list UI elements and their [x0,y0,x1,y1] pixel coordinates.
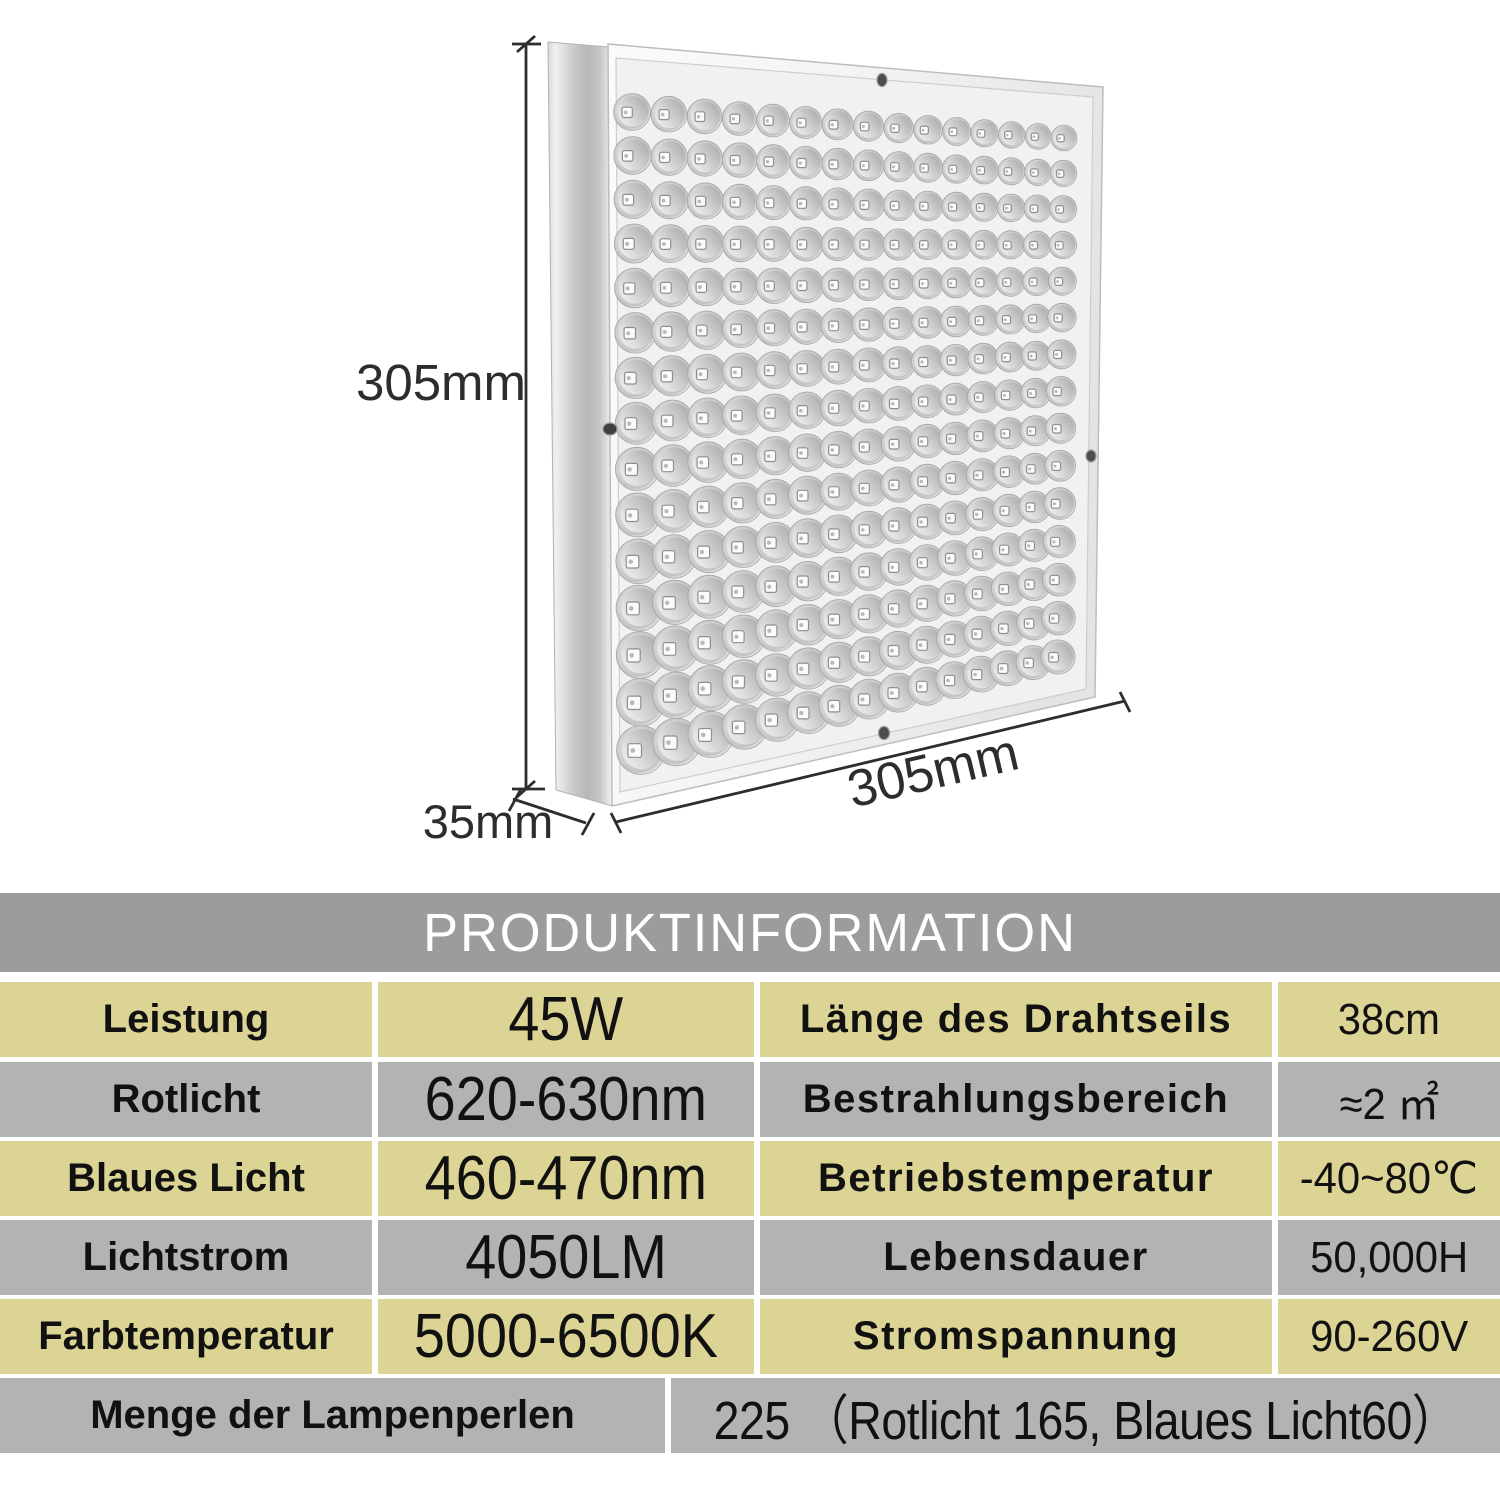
spec-value: ≈2 ㎡ [1278,1062,1500,1137]
screw-holes [602,72,1097,741]
spec-value: 90-260V [1278,1299,1500,1374]
spec-label: Menge der Lampenperlen [0,1378,665,1453]
spec-value: 45W [378,982,754,1057]
height-dimension-line [512,34,545,799]
table-row: Rotlicht 620-630nm Bestrahlungsbereich ≈… [0,1062,1500,1137]
spec-label: Stromspannung [760,1299,1272,1374]
spec-label: Lichtstrom [0,1220,372,1295]
table-title: PRODUKTINFORMATION [423,902,1077,963]
screw-hole-icon [602,422,618,436]
panel-side-face [547,41,613,807]
spec-label: Betriebstemperatur [760,1141,1272,1216]
table-row: Menge der Lampenperlen 225 （Rotlicht 165… [0,1378,1500,1453]
spec-label: Länge des Drahtseils [760,982,1272,1057]
table-row: Blaues Licht 460-470nm Betriebstemperatu… [0,1141,1500,1216]
width-dimension-line [609,691,1132,834]
spec-label: Farbtemperatur [0,1299,372,1374]
spec-value: 38cm [1278,982,1500,1057]
height-dimension-label: 305mm [356,354,526,411]
spec-value: 460-470nm [378,1141,754,1216]
depth-dimension-label: 35mm [423,795,554,848]
screw-hole-icon [876,72,888,88]
spec-label: Rotlicht [0,1062,372,1137]
table-row: Farbtemperatur 5000-6500K Stromspannung … [0,1299,1500,1374]
spec-value: 50,000H [1278,1220,1500,1295]
spec-label: Bestrahlungsbereich [760,1062,1272,1137]
spec-value: 5000-6500K [378,1299,754,1374]
table-row: Leistung 45W Länge des Drahtseils 38cm [0,982,1500,1057]
screw-hole-icon [877,725,891,741]
spec-label: Lebensdauer [760,1220,1272,1295]
table-row: Lichtstrom 4050LM Lebensdauer 50,000H [0,1220,1500,1295]
spec-label: Leistung [0,982,372,1057]
spec-value: -40~80℃ [1278,1141,1500,1216]
led-grid [613,93,1078,775]
table-title-bar: PRODUKTINFORMATION [0,893,1500,972]
screw-hole-icon [1085,449,1097,463]
spec-value: 225 （Rotlicht 165, Blaues Licht60） [671,1378,1500,1453]
product-illustration: 305mm 35mm 305mm [356,34,1132,848]
led-panel [547,41,1104,807]
spec-label: Blaues Licht [0,1141,372,1216]
depth-dimension-line [507,788,596,836]
spec-value: 4050LM [378,1220,754,1295]
spec-value: 620-630nm [378,1062,754,1137]
